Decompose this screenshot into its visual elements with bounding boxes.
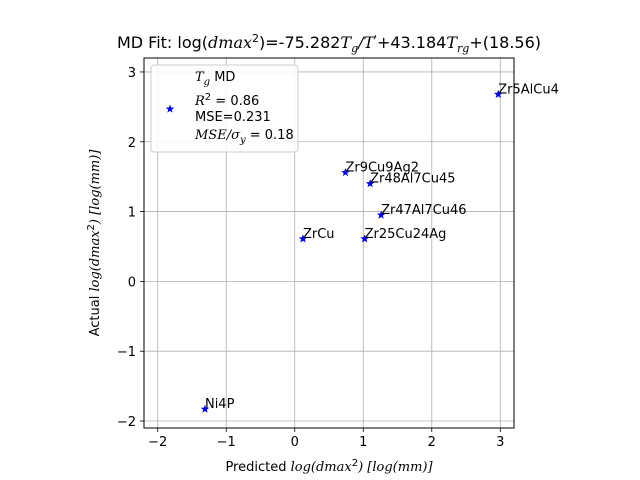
data-point <box>298 234 308 243</box>
x-tick-label: −1 <box>217 435 236 450</box>
legend-series-name: Tg MD <box>195 70 235 88</box>
data-point <box>200 404 210 413</box>
legend-r2: R2 = 0.86 <box>194 92 259 109</box>
legend-box <box>150 64 299 153</box>
data-point <box>493 89 503 98</box>
data-point <box>360 234 369 243</box>
point-label: Zr5AlCu4 <box>498 82 559 97</box>
point-label: Zr47Al7Cu46 <box>381 203 466 218</box>
data-point <box>365 179 375 188</box>
y-axis-title: Actual log(dmax2) [log(mm)] <box>86 149 103 337</box>
data-point <box>376 210 386 219</box>
x-tick-label: 0 <box>291 435 299 450</box>
y-tick-label: 3 <box>128 66 136 81</box>
y-tick-label: −2 <box>117 415 136 430</box>
point-label: Ni4P <box>205 397 235 412</box>
y-tick-label: 0 <box>128 275 136 290</box>
x-axis-title: Predicted log(dmax2) [log(mm)] <box>225 458 433 475</box>
y-tick-label: 2 <box>128 136 136 151</box>
legend-star-icon <box>165 104 175 113</box>
x-tick-label: −2 <box>148 435 167 450</box>
point-label: ZrCu <box>303 227 335 242</box>
point-label: Zr25Cu24Ag <box>365 227 447 242</box>
x-tick-label: 2 <box>428 435 436 450</box>
chart-title: MD Fit: log(dmax2)=-75.282Tg/T'+43.184Tr… <box>117 32 541 55</box>
x-tick-label: 3 <box>496 435 504 450</box>
point-label: Zr9Cu9Ag2 <box>345 160 419 175</box>
legend-mse-ratio: MSE/σy = 0.18 <box>194 128 294 146</box>
point-label: Zr48Al7Cu45 <box>370 172 455 187</box>
axis-ticks: −2 −1 0 1 2 3 −2 −1 0 1 2 3 <box>117 66 505 450</box>
plot-frame <box>143 57 515 429</box>
y-tick-label: −1 <box>117 345 136 360</box>
y-tick-label: 1 <box>128 206 136 221</box>
legend: Tg MD R2 = 0.86 MSE=0.231 MSE/σy = 0.18 <box>150 64 299 153</box>
x-tick-label: 1 <box>359 435 367 450</box>
data-point <box>341 167 350 177</box>
legend-mse: MSE=0.231 <box>195 110 271 125</box>
